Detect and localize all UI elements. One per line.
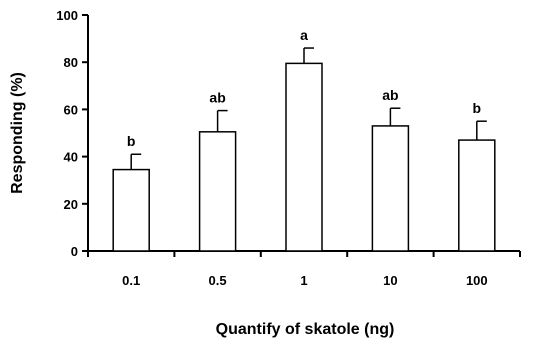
y-tick-label: 0 <box>71 244 78 259</box>
y-tick-label: 100 <box>56 8 78 23</box>
y-tick-label: 40 <box>64 150 78 165</box>
x-tick-label: 10 <box>383 273 397 288</box>
bar <box>112 168 150 252</box>
y-axis-ticks: 0 20 40 60 80 100 <box>56 8 88 259</box>
x-tick-label: 0.5 <box>209 273 227 288</box>
bar <box>198 131 237 252</box>
significance-label: ab <box>209 90 225 106</box>
bars: b ab a ab b <box>112 27 496 252</box>
y-tick-label: 20 <box>64 197 78 212</box>
significance-label: b <box>473 100 482 116</box>
x-axis-ticks: 0.1 0.5 1 10 100 <box>87 251 521 288</box>
plot-area: 0 20 40 60 80 100 0.1 0.5 1 10 100 b ab a ab b <box>56 8 521 288</box>
bar <box>285 62 323 252</box>
significance-label: b <box>127 133 136 149</box>
x-tick-label: 100 <box>466 273 488 288</box>
bar <box>458 139 496 252</box>
significance-label: a <box>300 27 308 43</box>
y-axis-title: Responding (%) <box>9 72 26 194</box>
x-tick-label: 0.1 <box>122 273 140 288</box>
bar <box>371 125 410 252</box>
y-tick-label: 80 <box>64 55 78 70</box>
significance-label: ab <box>382 87 398 103</box>
x-axis-title: Quantify of skatole (ng) <box>216 321 395 338</box>
y-tick-label: 60 <box>64 102 78 117</box>
x-tick-label: 1 <box>300 273 307 288</box>
